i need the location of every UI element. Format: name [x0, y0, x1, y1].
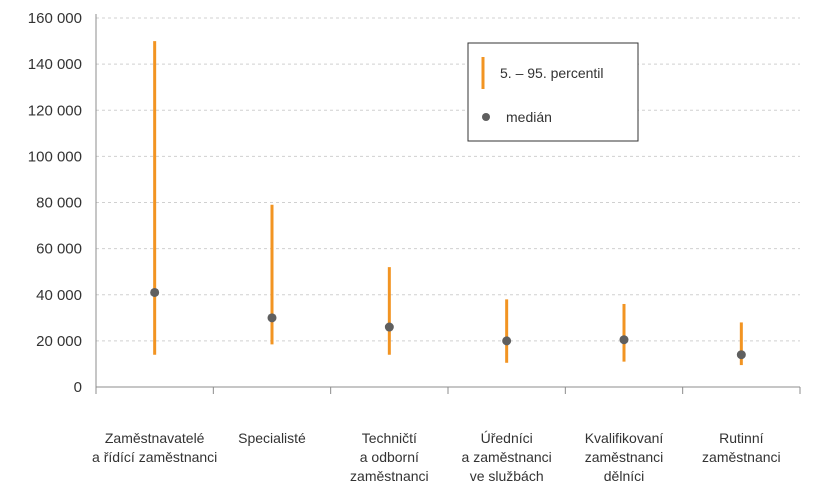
category-label-line: zaměstnanci [702, 449, 781, 465]
category-label-line: a zaměstnanci [462, 449, 552, 465]
median-point [384, 322, 394, 332]
y-tick-label: 80 000 [36, 195, 82, 212]
category-label-line: Techničtí [362, 430, 417, 446]
median-point [736, 350, 746, 360]
legend: 5. – 95. percentil medián [467, 42, 639, 142]
category-label-line: zaměstnanci [585, 449, 664, 465]
category-label-line: zaměstnanci [350, 468, 429, 484]
percentile-ranges [153, 41, 743, 366]
category-label-line: Úředníci [481, 430, 533, 446]
category-label-line: Rutinní [719, 430, 763, 446]
median-points [150, 287, 746, 360]
category-label-line: Zaměstnavatelé [105, 430, 205, 446]
legend-median-swatch [482, 113, 490, 121]
y-tick-label: 100 000 [28, 148, 82, 165]
median-point [150, 287, 160, 297]
category-label-line: Kvalifikovaní [585, 430, 664, 446]
category-label-line: a odborní [360, 449, 419, 465]
category-label: Techničtí a odborní zaměstnanci [350, 430, 429, 484]
category-label: Kvalifikovaní zaměstnanci dělníci [585, 430, 664, 484]
category-label: Úředníci a zaměstnanci ve službách [462, 430, 552, 484]
legend-range-label: 5. – 95. percentil [500, 65, 604, 81]
y-tick-label: 160 000 [28, 10, 82, 27]
category-label: Rutinní zaměstnanci [702, 430, 781, 465]
gridlines [96, 17, 800, 342]
median-point [619, 335, 629, 345]
y-tick-label: 0 [74, 379, 82, 396]
category-label: Zaměstnavatelé a řídící zaměstnanci [92, 430, 217, 465]
category-label: Specialisté [238, 430, 306, 446]
category-label-line: Specialisté [238, 430, 306, 446]
x-axis-category-labels: Zaměstnavatelé a řídící zaměstnanci Specia… [92, 430, 781, 484]
legend-box [467, 42, 639, 142]
y-tick-label: 20 000 [36, 333, 82, 350]
y-tick-label: 60 000 [36, 241, 82, 258]
axes [95, 14, 801, 394]
category-label-line: ve službách [470, 468, 544, 484]
median-point [267, 313, 277, 323]
category-label-line: a řídící zaměstnanci [92, 449, 217, 465]
y-tick-label: 40 000 [36, 287, 82, 304]
y-tick-label: 120 000 [28, 102, 82, 119]
y-tick-label: 140 000 [28, 56, 82, 73]
category-label-line: dělníci [604, 468, 644, 484]
median-point [502, 336, 512, 346]
y-axis-tick-labels: 0 20 000 40 000 60 000 80 000 100 000 120 000 1… [28, 10, 82, 396]
legend-median-label: medián [506, 109, 552, 125]
